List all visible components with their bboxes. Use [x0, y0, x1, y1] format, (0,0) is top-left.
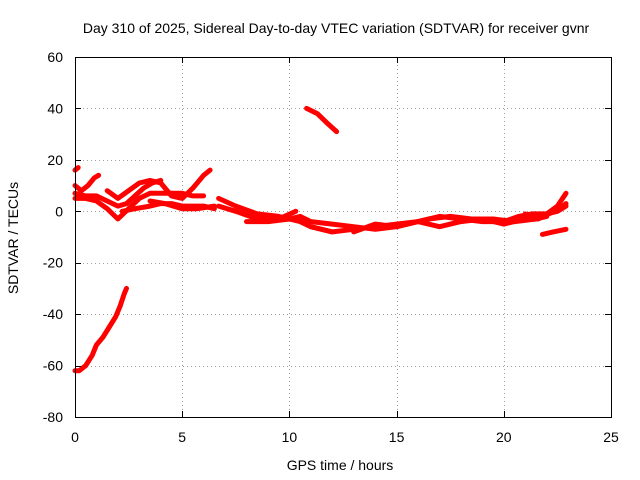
grid — [75, 57, 611, 417]
x-axis-label: GPS time / hours — [287, 457, 394, 473]
series-arc-18 — [522, 201, 569, 222]
y-tick-label: -80 — [43, 409, 63, 425]
series-arc-16 — [501, 190, 569, 225]
y-axis-label: SDTVAR / TECUs — [5, 182, 21, 294]
y-tick-label: -40 — [43, 306, 63, 322]
series-arc-17 — [539, 226, 569, 237]
series-arc-3 — [72, 172, 102, 194]
series-arc-6 — [104, 167, 213, 201]
series-arc-8 — [147, 198, 217, 212]
y-tick-label: 20 — [47, 152, 63, 168]
x-tick-label: 15 — [389, 429, 405, 445]
series-arc-1 — [72, 285, 129, 374]
plot-frame — [75, 57, 612, 418]
y-tick-label: 0 — [55, 203, 63, 219]
x-tick-label: 20 — [496, 429, 512, 445]
y-tick-label: -20 — [43, 255, 63, 271]
chart-title: Day 310 of 2025, Sidereal Day-to-day VTE… — [83, 20, 590, 36]
series-arc-12 — [304, 105, 340, 135]
axis-ticks: 0 5 10 15 20 25 -80 -60 -40 -20 0 20 40 60 — [43, 49, 619, 445]
x-tick-label: 5 — [178, 429, 186, 445]
y-tick-label: 40 — [47, 100, 63, 116]
y-tick-label: 60 — [47, 49, 63, 65]
x-tick-label: 10 — [282, 429, 298, 445]
series-arc-4 — [72, 177, 164, 209]
data-series — [72, 105, 569, 374]
x-tick-label: 0 — [71, 429, 79, 445]
y-tick-label: -60 — [43, 358, 63, 374]
x-tick-label: 25 — [603, 429, 619, 445]
series-arc-5 — [72, 190, 207, 222]
series-arc-10 — [216, 203, 299, 222]
